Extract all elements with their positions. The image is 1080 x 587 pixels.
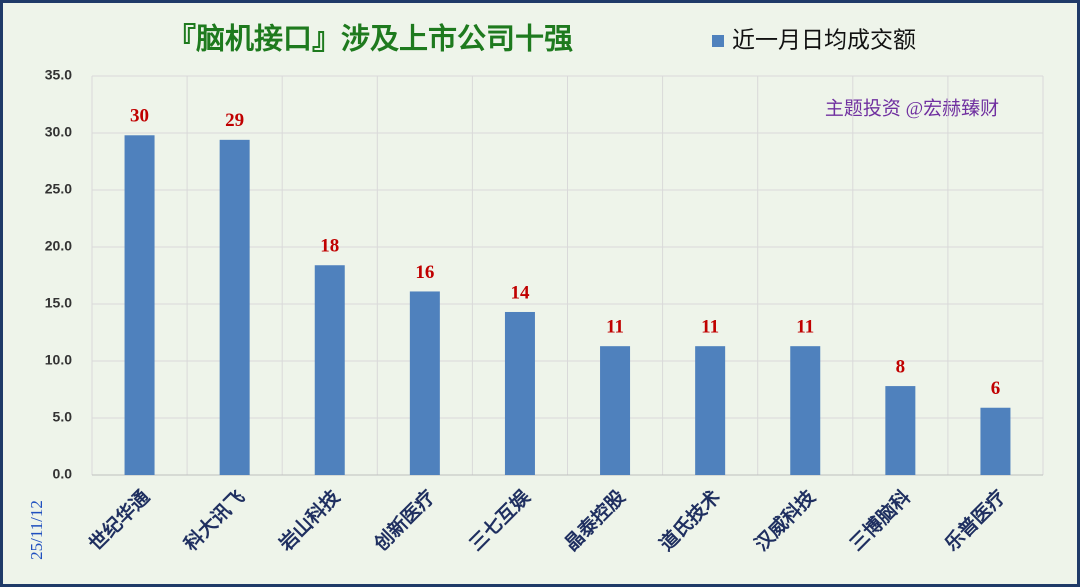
legend-label: 近一月日均成交额 [732,27,916,52]
value-label: 11 [796,317,814,338]
y-tick-label: 10.0 [45,352,72,368]
bar [600,346,631,475]
bar [504,311,535,475]
bar [219,139,250,475]
bar [790,346,821,475]
bar [314,265,345,475]
value-label: 11 [701,317,719,338]
bar [409,291,440,475]
y-tick-label: 30.0 [45,124,72,140]
bar [695,346,726,475]
value-label: 6 [991,378,1001,399]
y-tick-label: 5.0 [53,409,73,425]
annotation: 主题投资 @宏赫臻财 [825,97,999,119]
value-label: 30 [130,106,149,127]
y-tick-label: 20.0 [45,238,72,254]
date-label: 25/11/12 [27,500,46,560]
value-label: 8 [896,356,906,377]
legend-swatch [712,35,724,47]
value-label: 18 [320,236,339,257]
value-label: 11 [606,317,624,338]
y-tick-label: 35.0 [45,67,72,83]
y-tick-label: 15.0 [45,295,72,311]
y-tick-label: 25.0 [45,181,72,197]
y-tick-label: 0.0 [53,466,73,482]
bar [124,135,155,475]
value-label: 14 [510,282,530,303]
bar [885,386,916,475]
chart-title: 『脑机接口』涉及上市公司十强 [167,22,573,56]
value-label: 16 [415,262,434,283]
value-label: 29 [225,110,244,131]
bar [980,407,1011,475]
